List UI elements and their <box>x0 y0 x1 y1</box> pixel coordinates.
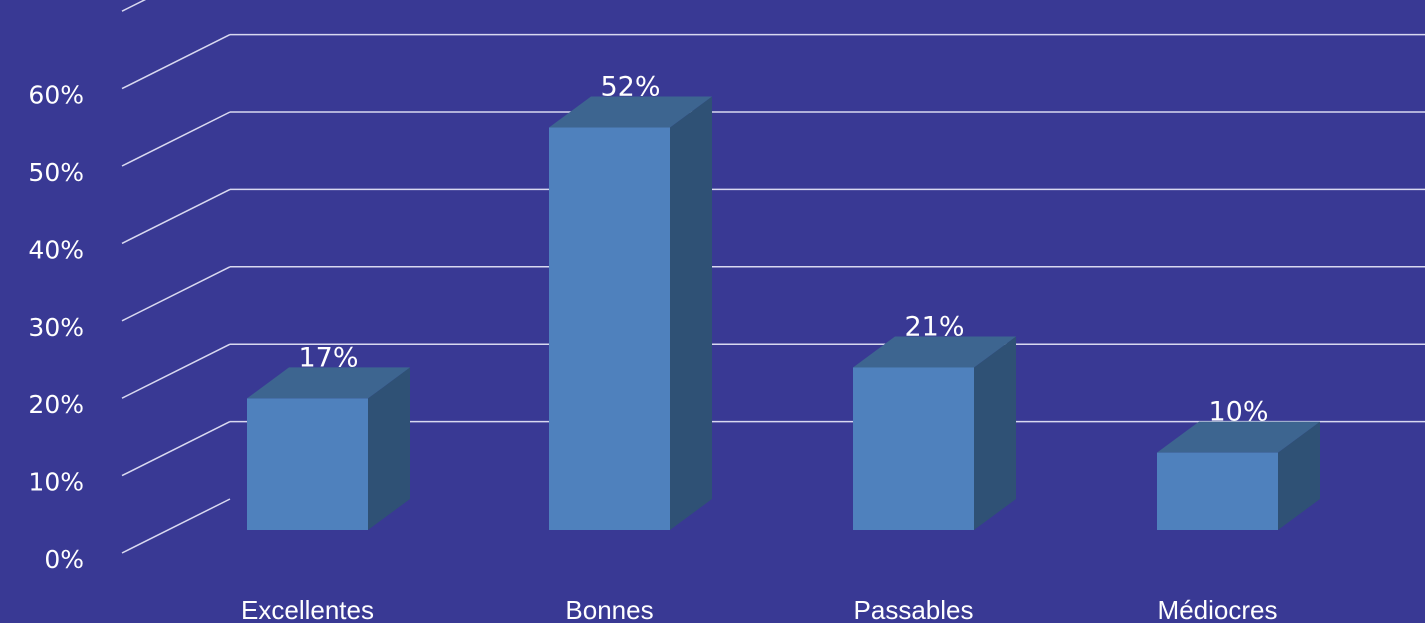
gridline-side <box>121 420 231 477</box>
bar-side-face <box>670 96 712 531</box>
bar-front-face <box>1157 452 1278 530</box>
data-label: 10% <box>1208 397 1268 428</box>
category-labels: Excellentes Bonnes Passables Médiocres <box>241 595 1277 623</box>
bars <box>247 96 1320 531</box>
bar-side-face <box>368 367 410 530</box>
gridline-side <box>121 33 231 90</box>
data-label: 21% <box>904 311 964 342</box>
bar <box>1157 421 1320 530</box>
bar-top-face <box>549 96 712 128</box>
y-tick-label: 0% <box>44 545 84 574</box>
bar-front-face <box>247 398 368 530</box>
y-tick-label: 10% <box>28 468 84 497</box>
bar-front-face <box>549 127 670 531</box>
y-tick-label: 50% <box>28 158 84 187</box>
category-label: Bonnes <box>565 595 653 623</box>
y-tick-label: 30% <box>28 313 84 342</box>
bar <box>853 336 1016 530</box>
bar-front-face <box>853 367 974 530</box>
data-label: 17% <box>298 342 358 373</box>
gridline-side <box>121 343 231 399</box>
bar-top-face <box>853 336 1016 368</box>
y-axis-tick-labels: 0% 10% 20% 30% 40% 50% 60% <box>28 81 84 574</box>
bar <box>549 96 712 531</box>
gridline-side <box>121 111 231 167</box>
bar <box>247 367 410 530</box>
bar-top-face <box>247 367 410 399</box>
bar-top-face <box>1157 421 1320 453</box>
gridline-side <box>121 188 231 245</box>
data-label: 52% <box>600 72 660 103</box>
category-label: Excellentes <box>241 595 374 623</box>
category-label: Passables <box>854 595 974 623</box>
data-labels: 17% 52% 21% 10% <box>298 72 1268 428</box>
y-tick-label: 60% <box>28 81 84 110</box>
bar-side-face <box>974 336 1016 530</box>
gridline-side <box>121 498 231 554</box>
bar-side-face <box>1278 421 1320 530</box>
gridlines <box>121 0 1425 554</box>
gridline-side <box>121 266 231 322</box>
category-label: Médiocres <box>1158 595 1278 623</box>
gridline-side <box>121 0 147 12</box>
y-tick-label: 40% <box>28 235 84 264</box>
y-tick-label: 20% <box>28 390 84 419</box>
